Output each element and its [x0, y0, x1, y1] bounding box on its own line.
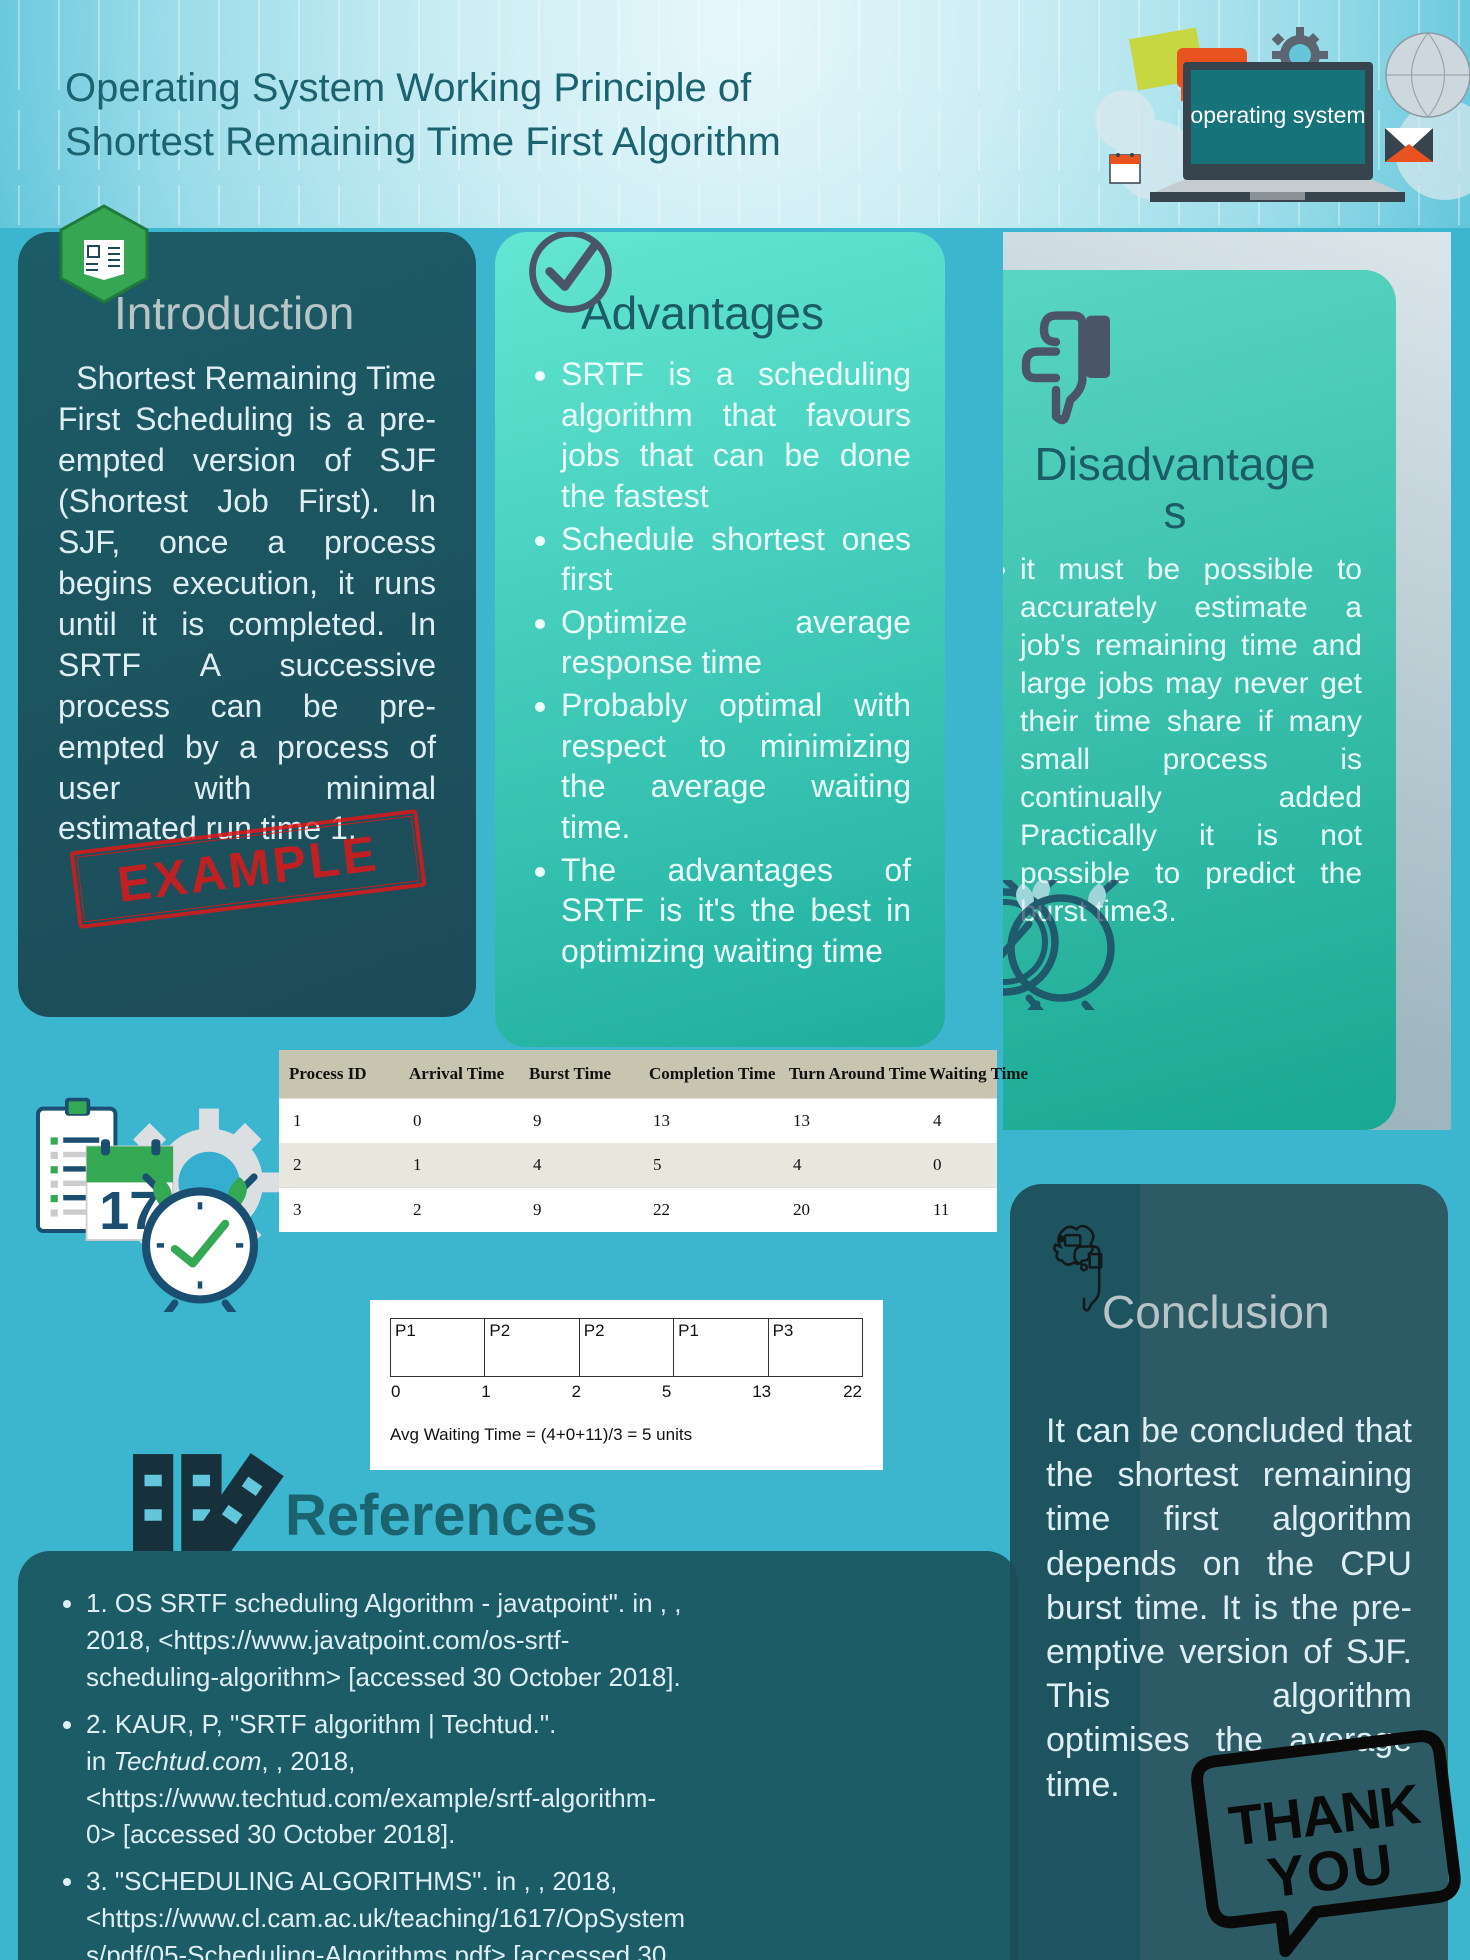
svg-text:operating system: operating system	[1190, 102, 1365, 128]
